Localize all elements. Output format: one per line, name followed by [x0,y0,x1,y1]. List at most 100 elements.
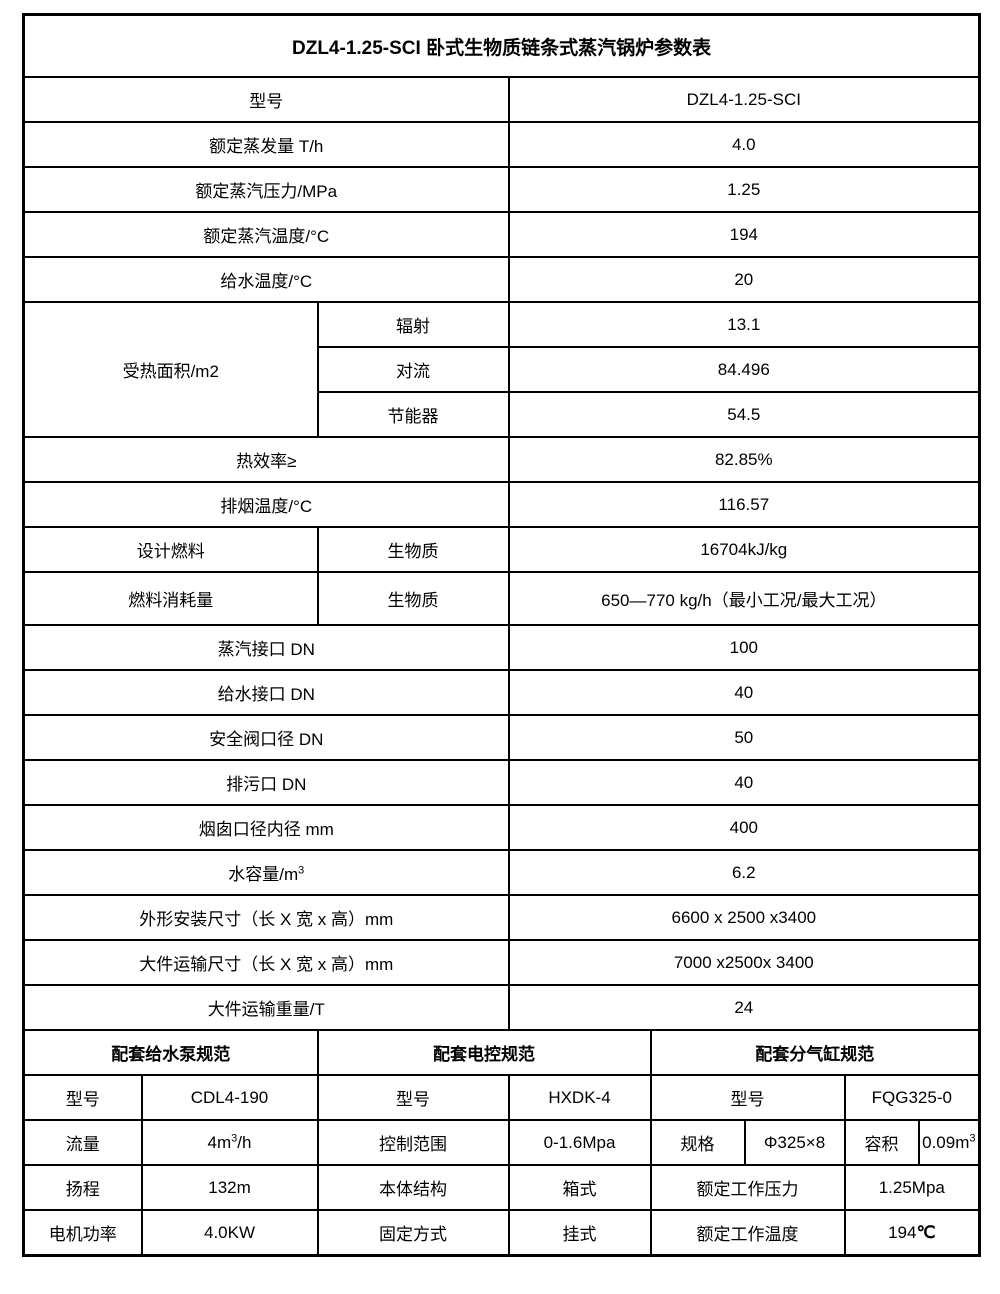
aux-row-flow: 流量 4m3/h 控制范围 0-1.6Mpa 规格 Φ325×8 容积 0.09… [22,1119,981,1166]
spec-value-cell: 24 [507,984,981,1031]
spec-value-cell: 7000 x2500x 3400 [507,939,981,986]
spec-row-exhaust-temp: 排烟温度/°C 116.57 [22,481,981,528]
spec-label-cell: 水容量/m3 [22,849,510,896]
aux-section-header-cylinder: 配套分气缸规范 [649,1029,981,1076]
heating-sub-label-cell: 辐射 [316,301,510,348]
spec-value-cell: 82.85% [507,436,981,483]
spec-value-cell: 1.25 [507,166,981,213]
fuel-type-cell: 生物质 [316,526,510,573]
aux-label-cell: 扬程 [22,1164,143,1211]
value-text: 4m [207,1132,232,1152]
fuel-label-cell: 燃料消耗量 [22,571,319,626]
spec-label-cell: 型号 [22,76,510,123]
title-row: DZL4-1.25-SCI 卧式生物质链条式蒸汽锅炉参数表 [22,13,981,78]
fuel-value-cell: 650—770 kg/h（最小工况/最大工况） [507,571,981,626]
spec-label-cell: 大件运输尺寸（长 X 宽 x 高）mm [22,939,510,986]
spec-label-cell: 额定蒸汽温度/°C [22,211,510,258]
aux-row-model: 型号 CDL4-190 型号 HXDK-4 型号 FQG325-0 [22,1074,981,1121]
heating-sub-value-cell: 84.496 [507,346,981,393]
dim-row-install-size: 外形安装尺寸（长 X 宽 x 高）mm 6600 x 2500 x3400 [22,894,981,941]
aux-value-cell: 0.09m3 [917,1119,981,1166]
aux-label-cell: 固定方式 [316,1209,510,1257]
dim-row-transport-weight: 大件运输重量/T 24 [22,984,981,1031]
spec-value-cell: DZL4-1.25-SCI [507,76,981,123]
aux-value-cell: 箱式 [507,1164,652,1211]
value-text: 194 [888,1222,917,1242]
aux-value-cell: CDL4-190 [140,1074,319,1121]
spec-value-cell: 6.2 [507,849,981,896]
aux-label-cell: 容积 [843,1119,920,1166]
spec-label-cell: 额定蒸汽压力/MPa [22,166,510,213]
label-text: 水容量/m [228,865,299,884]
spec-value-cell: 40 [507,759,981,806]
spec-label-cell: 烟囱口径内径 mm [22,804,510,851]
spec-label-cell: 热效率≥ [22,436,510,483]
aux-section-header-pump: 配套给水泵规范 [22,1029,319,1076]
aux-value-cell: 132m [140,1164,319,1211]
heating-sub-value-cell: 54.5 [507,391,981,438]
dim-row-blowdown-port: 排污口 DN 40 [22,759,981,806]
fuel-type-cell: 生物质 [316,571,510,626]
value-text: 0.09m [922,1132,970,1152]
spec-value-cell: 6600 x 2500 x3400 [507,894,981,941]
spec-label-cell: 外形安装尺寸（长 X 宽 x 高）mm [22,894,510,941]
spec-label-cell: 大件运输重量/T [22,984,510,1031]
spec-value-cell: 100 [507,624,981,671]
dim-row-chimney: 烟囱口径内径 mm 400 [22,804,981,851]
aux-label-cell: 型号 [22,1074,143,1121]
aux-label-cell: 规格 [649,1119,746,1166]
spec-value-cell: 20 [507,256,981,303]
aux-label-cell: 电机功率 [22,1209,143,1257]
heating-row-radiation: 受热面积/m2 辐射 13.1 [22,301,981,438]
aux-section-header-electric: 配套电控规范 [316,1029,652,1076]
heating-sub-label-cell: 对流 [316,346,510,393]
aux-label-cell: 型号 [649,1074,846,1121]
aux-row-head: 扬程 132m 本体结构 箱式 额定工作压力 1.25Mpa [22,1164,981,1211]
aux-value-cell: Φ325×8 [743,1119,846,1166]
table-title: DZL4-1.25-SCI 卧式生物质链条式蒸汽锅炉参数表 [22,13,981,78]
aux-value-cell: HXDK-4 [507,1074,652,1121]
spec-value-cell: 116.57 [507,481,981,528]
aux-value-cell: 194℃ [843,1209,981,1257]
aux-value-cell: 4m3/h [140,1119,319,1166]
heating-sub-value-cell: 13.1 [507,301,981,348]
superscript: 3 [298,864,305,877]
spec-label-cell: 排烟温度/°C [22,481,510,528]
spec-label-cell: 给水温度/°C [22,256,510,303]
heating-area-label-cell: 受热面积/m2 [22,301,319,438]
spec-value-cell: 194 [507,211,981,258]
aux-label-cell: 额定工作压力 [649,1164,846,1211]
spec-row-evaporation: 额定蒸发量 T/h 4.0 [22,121,981,168]
aux-value-cell: 0-1.6Mpa [507,1119,652,1166]
dim-row-safety-valve: 安全阀口径 DN 50 [22,714,981,761]
heating-sub-label-cell: 节能器 [316,391,510,438]
dim-row-steam-port: 蒸汽接口 DN 100 [22,624,981,671]
boiler-parameter-table: DZL4-1.25-SCI 卧式生物质链条式蒸汽锅炉参数表 型号 DZL4-1.… [22,13,982,1257]
fuel-value-cell: 16704kJ/kg [507,526,981,573]
dim-row-transport-size: 大件运输尺寸（长 X 宽 x 高）mm 7000 x2500x 3400 [22,939,981,986]
spec-row-pressure: 额定蒸汽压力/MPa 1.25 [22,166,981,213]
celsius-unit: ℃ [916,1222,936,1242]
spec-label-cell: 给水接口 DN [22,669,510,716]
fuel-row-design: 设计燃料 生物质 16704kJ/kg [22,526,981,573]
aux-value-cell: 1.25Mpa [843,1164,981,1211]
spec-value-cell: 400 [507,804,981,851]
spec-row-model: 型号 DZL4-1.25-SCI [22,76,981,123]
spec-row-efficiency: 热效率≥ 82.85% [22,436,981,483]
aux-label-cell: 本体结构 [316,1164,510,1211]
aux-value-cell: FQG325-0 [843,1074,981,1121]
spec-value-cell: 50 [507,714,981,761]
spec-value-cell: 40 [507,669,981,716]
spec-label-cell: 安全阀口径 DN [22,714,510,761]
dim-row-feedwater-port: 给水接口 DN 40 [22,669,981,716]
heating-row-economizer: 节能器 54.5 [24,391,981,438]
spec-value-cell: 4.0 [507,121,981,168]
aux-row-power: 电机功率 4.0KW 固定方式 挂式 额定工作温度 194℃ [22,1209,981,1257]
superscript: 3 [969,1131,976,1144]
aux-label-cell: 流量 [22,1119,143,1166]
superscript: 3 [231,1131,238,1144]
value-text: /h [237,1132,252,1152]
spec-row-steam-temp: 额定蒸汽温度/°C 194 [22,211,981,258]
aux-label-cell: 型号 [316,1074,510,1121]
